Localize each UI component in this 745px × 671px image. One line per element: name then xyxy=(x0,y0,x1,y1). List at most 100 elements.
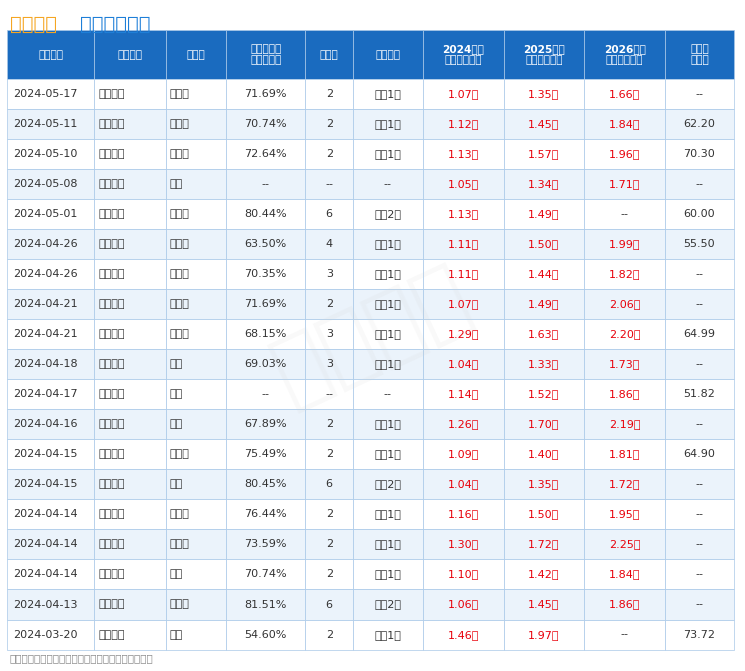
FancyBboxPatch shape xyxy=(665,79,734,109)
FancyBboxPatch shape xyxy=(166,529,226,560)
Text: 1.97亿: 1.97亿 xyxy=(528,629,559,639)
Text: 国能日新: 国能日新 xyxy=(10,15,57,34)
Text: 73.72: 73.72 xyxy=(683,629,715,639)
Text: 70.35%: 70.35% xyxy=(244,269,287,279)
FancyBboxPatch shape xyxy=(504,529,584,560)
Text: 1.84亿: 1.84亿 xyxy=(609,119,641,130)
Text: 国能日新: 国能日新 xyxy=(261,254,484,417)
FancyBboxPatch shape xyxy=(305,109,353,139)
Text: 1.45亿: 1.45亿 xyxy=(528,119,559,130)
Text: 闻学臣: 闻学臣 xyxy=(170,299,189,309)
FancyBboxPatch shape xyxy=(305,289,353,319)
FancyBboxPatch shape xyxy=(353,109,423,139)
Text: --: -- xyxy=(695,479,703,489)
FancyBboxPatch shape xyxy=(423,560,504,590)
FancyBboxPatch shape xyxy=(166,499,226,529)
Text: 赵阳: 赵阳 xyxy=(170,389,183,399)
FancyBboxPatch shape xyxy=(353,619,423,650)
FancyBboxPatch shape xyxy=(665,440,734,470)
FancyBboxPatch shape xyxy=(305,319,353,350)
FancyBboxPatch shape xyxy=(665,529,734,560)
Text: 1.50亿: 1.50亿 xyxy=(528,240,559,250)
Text: 1.46亿: 1.46亿 xyxy=(448,629,479,639)
FancyBboxPatch shape xyxy=(94,259,166,289)
FancyBboxPatch shape xyxy=(166,319,226,350)
Text: 1.35亿: 1.35亿 xyxy=(528,479,559,489)
FancyBboxPatch shape xyxy=(423,139,504,169)
FancyBboxPatch shape xyxy=(226,529,305,560)
FancyBboxPatch shape xyxy=(423,379,504,409)
FancyBboxPatch shape xyxy=(7,409,94,440)
Text: 2025预测
净利润（元）: 2025预测 净利润（元） xyxy=(523,44,565,66)
Text: 75.49%: 75.49% xyxy=(244,450,287,460)
Text: 1.11亿: 1.11亿 xyxy=(448,269,479,279)
FancyBboxPatch shape xyxy=(94,619,166,650)
FancyBboxPatch shape xyxy=(353,560,423,590)
Text: 3: 3 xyxy=(326,269,333,279)
FancyBboxPatch shape xyxy=(584,289,665,319)
Text: 1.70亿: 1.70亿 xyxy=(528,419,559,429)
FancyBboxPatch shape xyxy=(94,409,166,440)
Text: 1.05亿: 1.05亿 xyxy=(448,179,479,189)
Text: 2024-05-01: 2024-05-01 xyxy=(13,209,77,219)
FancyBboxPatch shape xyxy=(353,139,423,169)
Text: 殷中枢: 殷中枢 xyxy=(170,539,189,550)
FancyBboxPatch shape xyxy=(423,319,504,350)
FancyBboxPatch shape xyxy=(584,139,665,169)
FancyBboxPatch shape xyxy=(423,169,504,199)
FancyBboxPatch shape xyxy=(584,259,665,289)
FancyBboxPatch shape xyxy=(423,619,504,650)
FancyBboxPatch shape xyxy=(94,379,166,409)
FancyBboxPatch shape xyxy=(353,30,423,79)
Text: 67.89%: 67.89% xyxy=(244,419,287,429)
FancyBboxPatch shape xyxy=(305,529,353,560)
Text: 1.29亿: 1.29亿 xyxy=(448,329,479,340)
FancyBboxPatch shape xyxy=(226,139,305,169)
FancyBboxPatch shape xyxy=(7,259,94,289)
FancyBboxPatch shape xyxy=(665,289,734,319)
FancyBboxPatch shape xyxy=(305,379,353,409)
FancyBboxPatch shape xyxy=(166,619,226,650)
FancyBboxPatch shape xyxy=(423,470,504,499)
Text: 2024-05-08: 2024-05-08 xyxy=(13,179,77,189)
FancyBboxPatch shape xyxy=(226,350,305,379)
FancyBboxPatch shape xyxy=(7,79,94,109)
Text: 广发证券: 广发证券 xyxy=(98,149,125,159)
Text: --: -- xyxy=(695,269,703,279)
Text: 51.82: 51.82 xyxy=(683,389,715,399)
Text: 机构简称: 机构简称 xyxy=(118,50,142,60)
FancyBboxPatch shape xyxy=(665,199,734,229)
FancyBboxPatch shape xyxy=(584,409,665,440)
FancyBboxPatch shape xyxy=(504,350,584,379)
Text: 未满1年: 未满1年 xyxy=(375,299,402,309)
FancyBboxPatch shape xyxy=(305,30,353,79)
Text: 未满1年: 未满1年 xyxy=(375,629,402,639)
Text: 2024-04-14: 2024-04-14 xyxy=(13,570,77,580)
Text: 2: 2 xyxy=(326,570,333,580)
Text: 未满1年: 未满1年 xyxy=(375,570,402,580)
Text: 华泰证券: 华泰证券 xyxy=(98,240,125,250)
FancyBboxPatch shape xyxy=(504,289,584,319)
FancyBboxPatch shape xyxy=(7,440,94,470)
FancyBboxPatch shape xyxy=(7,109,94,139)
Text: 2.19亿: 2.19亿 xyxy=(609,419,641,429)
FancyBboxPatch shape xyxy=(423,30,504,79)
FancyBboxPatch shape xyxy=(353,440,423,470)
Text: 中金公司: 中金公司 xyxy=(98,209,125,219)
FancyBboxPatch shape xyxy=(353,229,423,259)
Text: 国元证券: 国元证券 xyxy=(98,269,125,279)
Text: 1.13亿: 1.13亿 xyxy=(448,209,479,219)
FancyBboxPatch shape xyxy=(665,259,734,289)
Text: 最新盈利预测: 最新盈利预测 xyxy=(80,15,151,34)
Text: --: -- xyxy=(695,360,703,369)
Text: 超过1年: 超过1年 xyxy=(375,119,402,130)
FancyBboxPatch shape xyxy=(226,109,305,139)
Text: 谢春生: 谢春生 xyxy=(170,240,189,250)
Text: 2: 2 xyxy=(326,539,333,550)
FancyBboxPatch shape xyxy=(305,169,353,199)
Text: 2024-05-10: 2024-05-10 xyxy=(13,149,77,159)
Text: 2024-04-15: 2024-04-15 xyxy=(13,450,77,460)
Text: 2024-04-21: 2024-04-21 xyxy=(13,299,77,309)
Text: 2: 2 xyxy=(326,149,333,159)
Text: 将近2年: 将近2年 xyxy=(375,479,402,489)
